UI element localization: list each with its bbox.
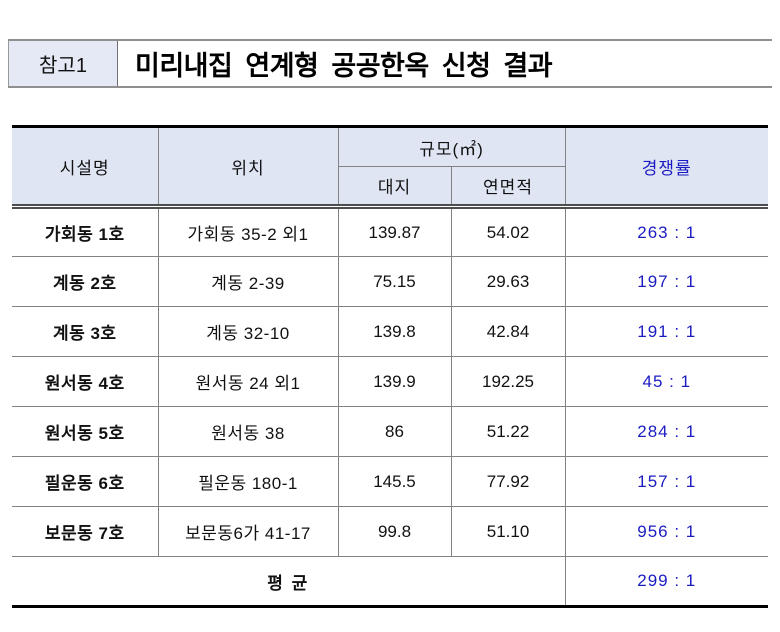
competition-ratio: 157 : 1 xyxy=(564,456,769,507)
competition-ratio: 284 : 1 xyxy=(564,406,769,457)
facility-name: 원서동 4호 xyxy=(11,356,159,407)
location-value: 보문동6가 41-17 xyxy=(157,506,339,557)
land-area-value: 99.8 xyxy=(337,506,452,557)
page-title: 미리내집 연계형 공공한옥 신청 결과 xyxy=(135,51,553,81)
floor-area-value: 51.22 xyxy=(450,406,566,457)
column-header-location: 위치 xyxy=(157,126,339,207)
location-value: 계동 2-39 xyxy=(157,256,339,307)
table-row: 보문동 7호 보문동6가 41-17 99.8 51.10 956 : 1 xyxy=(11,506,769,557)
average-competition-ratio: 299 : 1 xyxy=(564,556,769,607)
floor-area-value: 77.92 xyxy=(450,456,566,507)
table-row: 필운동 6호 필운동 180-1 145.5 77.92 157 : 1 xyxy=(11,456,769,507)
floor-area-value: 192.25 xyxy=(450,356,566,407)
floor-area-value: 54.02 xyxy=(450,204,566,257)
column-header-competition: 경쟁률 xyxy=(564,126,769,207)
floor-area-value: 51.10 xyxy=(450,506,566,557)
location-value: 필운동 180-1 xyxy=(157,456,339,507)
location-value: 가회동 35-2 외1 xyxy=(157,204,339,257)
floor-area-value: 29.63 xyxy=(450,256,566,307)
floor-area-value: 42.84 xyxy=(450,306,566,357)
column-header-facility: 시설명 xyxy=(11,126,159,207)
land-area-value: 75.15 xyxy=(337,256,452,307)
location-value: 원서동 24 외1 xyxy=(157,356,339,407)
competition-ratio: 263 : 1 xyxy=(564,204,769,257)
average-label: 평 균 xyxy=(11,556,566,607)
facility-name: 계동 3호 xyxy=(11,306,159,357)
competition-ratio: 191 : 1 xyxy=(564,306,769,357)
facility-name: 가회동 1호 xyxy=(11,204,159,257)
location-value: 원서동 38 xyxy=(157,406,339,457)
table-row: 가회동 1호 가회동 35-2 외1 139.87 54.02 263 : 1 xyxy=(11,204,769,257)
table-header: 시설명 위치 규모(㎡) 경쟁률 대지 연면적 xyxy=(11,126,769,207)
table-body: 가회동 1호 가회동 35-2 외1 139.87 54.02 263 : 1 … xyxy=(11,204,769,607)
competition-ratio: 45 : 1 xyxy=(564,356,769,407)
average-row: 평 균 299 : 1 xyxy=(11,556,769,607)
facility-name: 필운동 6호 xyxy=(11,456,159,507)
column-header-floor-area: 연면적 xyxy=(450,166,566,207)
reference-label-badge: 참고1 xyxy=(8,41,118,86)
competition-ratio: 197 : 1 xyxy=(564,256,769,307)
table-row: 원서동 4호 원서동 24 외1 139.9 192.25 45 : 1 xyxy=(11,356,769,407)
competition-ratio: 956 : 1 xyxy=(564,506,769,557)
facility-name: 계동 2호 xyxy=(11,256,159,307)
application-results-table: 시설명 위치 규모(㎡) 경쟁률 대지 연면적 가회동 1호 가회동 35-2 … xyxy=(11,125,769,608)
facility-name: 원서동 5호 xyxy=(11,406,159,457)
land-area-value: 139.87 xyxy=(337,204,452,257)
column-header-scale-group: 규모(㎡) xyxy=(337,126,566,167)
facility-name: 보문동 7호 xyxy=(11,506,159,557)
table-row: 계동 3호 계동 32-10 139.8 42.84 191 : 1 xyxy=(11,306,769,357)
reference-banner: 참고1 미리내집 연계형 공공한옥 신청 결과 xyxy=(8,39,772,88)
table-row: 계동 2호 계동 2-39 75.15 29.63 197 : 1 xyxy=(11,256,769,307)
land-area-value: 139.9 xyxy=(337,356,452,407)
location-value: 계동 32-10 xyxy=(157,306,339,357)
land-area-value: 139.8 xyxy=(337,306,452,357)
land-area-value: 145.5 xyxy=(337,456,452,507)
table-row: 원서동 5호 원서동 38 86 51.22 284 : 1 xyxy=(11,406,769,457)
column-header-land: 대지 xyxy=(337,166,452,207)
land-area-value: 86 xyxy=(337,406,452,457)
